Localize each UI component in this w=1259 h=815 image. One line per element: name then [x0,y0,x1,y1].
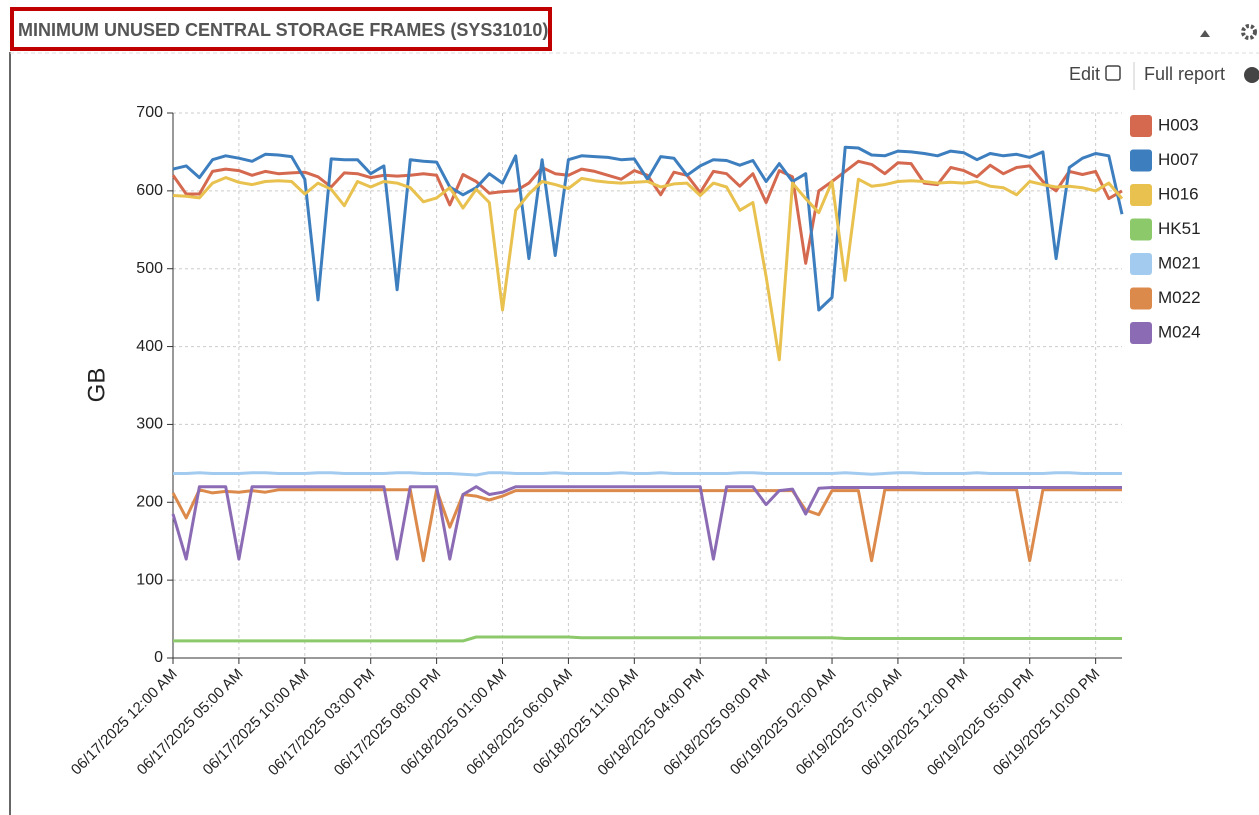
chart: 0 100 200 300 400 500 600 700 06/17/2025 12:00 A… [68,104,1201,779]
x-tick-label: 06/18/2025 04:00 PM [594,666,707,779]
series-line [173,635,1122,643]
x-tick-label: 06/19/2025 12:00 PM [858,666,971,779]
legend-label: HK51 [1158,219,1201,238]
y-axis-label: GB [83,368,110,403]
legend-swatch [1130,149,1152,172]
legend-label: M021 [1158,253,1201,272]
series-line [173,471,1122,477]
y-tick-label: 100 [136,571,163,588]
edit-link[interactable]: Edit [1069,64,1100,84]
edit-icon[interactable] [1105,65,1121,81]
highlight-box [10,7,552,51]
y-tick-label: 300 [136,416,163,433]
y-tick-label: 700 [136,104,163,121]
legend-label: H003 [1158,115,1199,134]
panel-title: MINIMUM UNUSED CENTRAL STORAGE FRAMES (S… [18,20,548,40]
legend-swatch [1130,115,1152,137]
legend-swatch [1130,322,1152,344]
full-report-icon[interactable] [1244,67,1259,83]
x-tick-label: 06/17/2025 08:00 PM [331,666,444,779]
series-line [171,159,1123,265]
legend-label: M024 [1158,322,1201,341]
y-tick-label: 600 [136,182,163,199]
x-tick-label: 06/17/2025 03:00 PM [265,666,378,779]
x-tick-label: 06/19/2025 10:00 PM [990,666,1103,779]
legend-swatch [1130,218,1152,241]
legend-swatch [1130,253,1152,275]
collapse-icon[interactable] [1200,30,1210,37]
series-line [172,176,1124,362]
y-tick-label: 500 [136,260,163,277]
full-report-link[interactable]: Full report [1144,64,1225,84]
settings-icon[interactable] [1241,24,1257,40]
series-line [171,485,1122,561]
y-tick-label: 0 [154,649,163,666]
y-tick-label: 400 [136,338,163,355]
x-tick-label: 06/17/2025 12:00 AM [68,666,181,779]
legend-label: M022 [1158,288,1201,307]
series-line [171,488,1122,563]
y-tick-label: 200 [136,494,163,511]
legend-swatch [1130,287,1152,310]
legend-label: H007 [1158,150,1199,169]
x-tick-label: 06/18/2025 09:00 PM [660,666,773,779]
x-tick-label: 06/19/2025 05:00 PM [924,666,1037,779]
legend-swatch [1130,184,1152,206]
series-line [172,145,1124,312]
legend-label: H016 [1158,184,1199,203]
